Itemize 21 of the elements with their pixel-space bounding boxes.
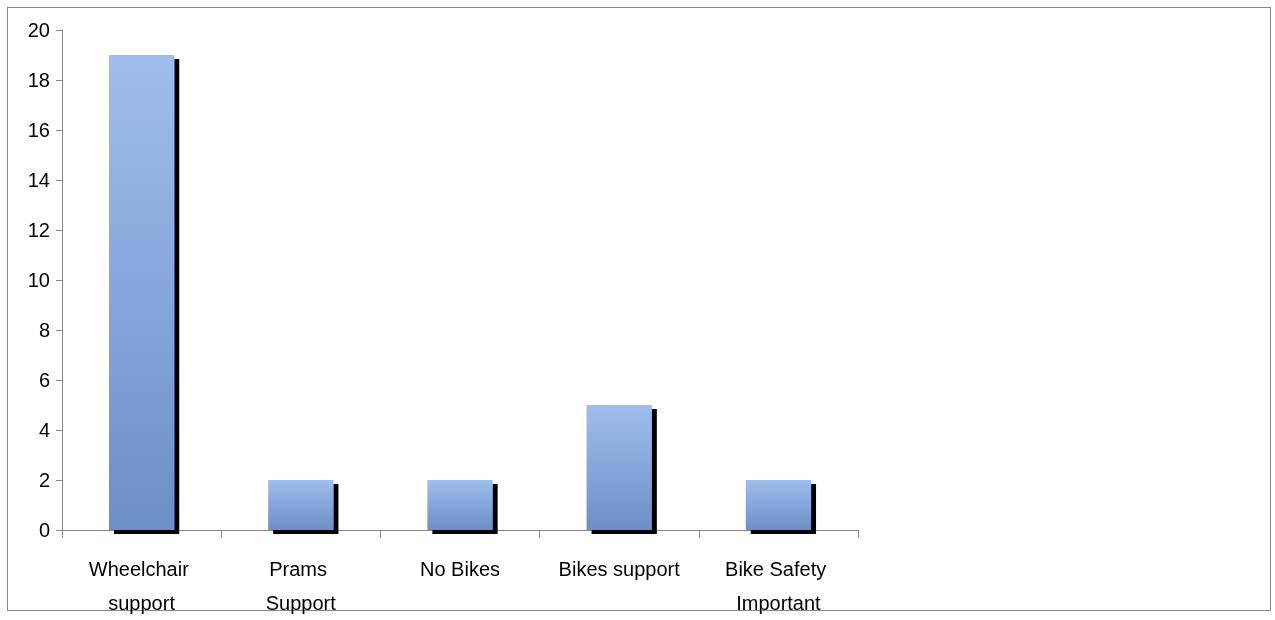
y-tick-label: 12 bbox=[27, 219, 50, 241]
y-tick-label: 10 bbox=[27, 269, 50, 291]
y-tick-label: 16 bbox=[27, 119, 50, 141]
y-tick-label: 8 bbox=[38, 319, 50, 341]
bar bbox=[586, 405, 652, 530]
x-tick-label: Bikes support bbox=[558, 558, 681, 580]
x-tick-label: Wheelchair support bbox=[88, 558, 195, 614]
y-tick-label: 0 bbox=[38, 519, 50, 541]
y-tick-label: 6 bbox=[38, 369, 50, 391]
x-tick-label: Bike Safety Important bbox=[725, 558, 832, 614]
y-tick-label: 2 bbox=[38, 469, 50, 491]
y-tick-label: 18 bbox=[27, 69, 50, 91]
bar bbox=[268, 480, 334, 530]
x-tick-label: No Bikes bbox=[419, 558, 501, 580]
bar bbox=[745, 480, 812, 530]
bar bbox=[108, 55, 175, 530]
bar bbox=[427, 480, 493, 530]
y-tick-label: 4 bbox=[38, 419, 50, 441]
y-tick-label: 20 bbox=[27, 19, 50, 41]
x-tick-label: Prams Support bbox=[265, 558, 337, 614]
y-tick-label: 14 bbox=[27, 169, 50, 191]
